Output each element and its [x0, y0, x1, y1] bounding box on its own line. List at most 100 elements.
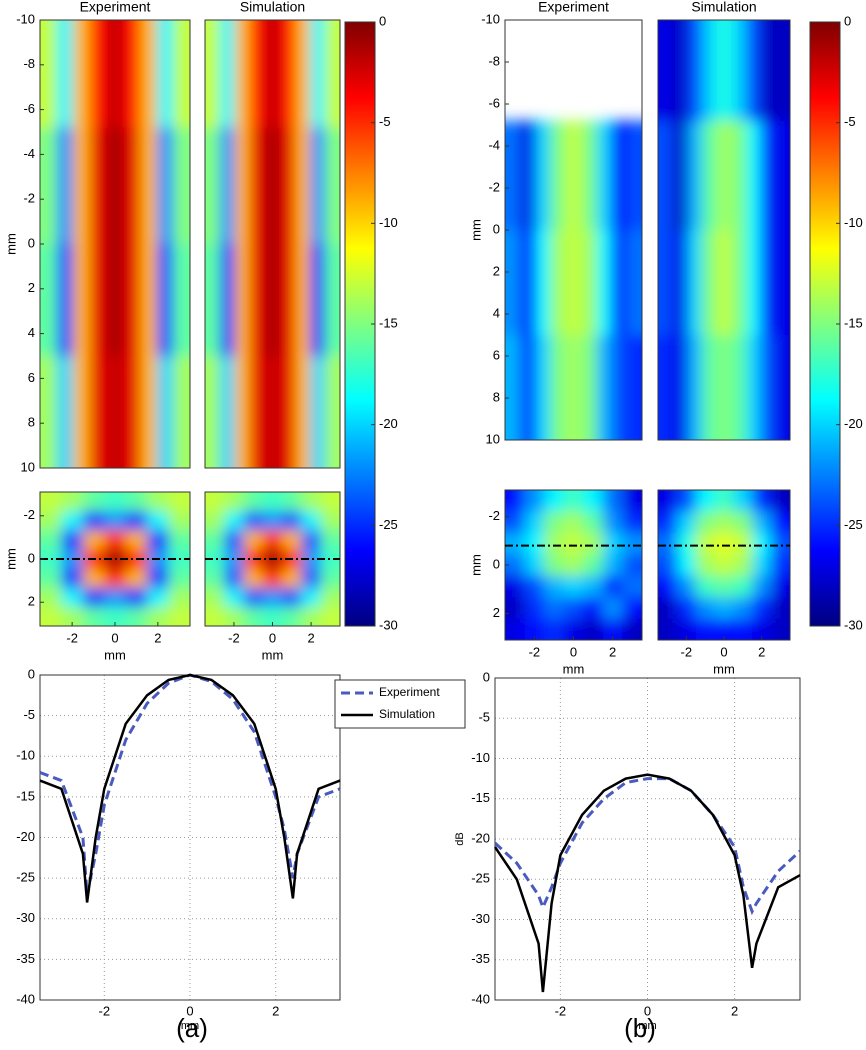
heatmap-cell — [714, 511, 734, 534]
heatmap-cell — [173, 127, 190, 245]
heatmap-cell — [565, 335, 582, 440]
heatmap-cell — [520, 230, 536, 336]
heatmap-cell — [301, 568, 322, 589]
heatmap-cell — [658, 335, 674, 440]
heatmap-cell — [752, 554, 772, 577]
heatmap-cell — [147, 587, 170, 608]
heatmap-cell — [702, 20, 718, 122]
heatmap-cell — [676, 511, 697, 534]
heatmap-cell — [687, 120, 703, 231]
heatmap-cell — [602, 575, 623, 598]
heatmap-cell — [733, 511, 753, 534]
heatmap-cell — [581, 335, 597, 440]
heatmap-cell — [295, 127, 311, 245]
heatmap-cell — [104, 492, 127, 512]
heatmap-cell — [602, 532, 623, 555]
heatmap-cell — [544, 575, 565, 598]
heatmap-cell — [760, 120, 776, 231]
heatmap-cell — [40, 356, 58, 468]
heatmap-cell — [168, 587, 190, 608]
heatmap-cell — [658, 597, 678, 620]
y-tick-label: 6 — [28, 370, 35, 385]
heatmap-cell — [658, 20, 674, 122]
heatmap-cell — [658, 575, 678, 598]
heatmap-cell — [73, 127, 91, 245]
x-axis-label: mm — [563, 661, 585, 676]
heatmap-cell — [524, 597, 545, 620]
y-tick-label: 0 — [28, 235, 35, 250]
heatmap-cell — [626, 230, 642, 336]
heatmap-cell — [746, 20, 762, 122]
y-tick-label: 0 — [493, 221, 500, 236]
y-tick-label: -15 — [471, 790, 490, 805]
heatmap-cell — [282, 587, 302, 608]
legend-label: Experiment — [379, 685, 440, 699]
heatmap-cell — [775, 335, 790, 440]
heatmap-cell — [205, 587, 225, 608]
y-tick-label: 0 — [493, 556, 500, 571]
heatmap-cell — [658, 554, 678, 577]
heatmap-cell — [596, 120, 613, 231]
heatmap-image — [505, 120, 642, 440]
heatmap-cell — [280, 20, 296, 129]
heatmap-cell — [282, 511, 302, 531]
heatmap — [505, 490, 642, 640]
heatmap-cell — [104, 530, 127, 550]
heatmap-cell — [583, 532, 604, 555]
plot-frame — [657, 19, 791, 441]
heatmap-cell — [262, 606, 283, 626]
heatmap-cell — [320, 587, 340, 608]
heatmap-cell — [563, 511, 584, 534]
heatmap-cell — [125, 530, 148, 550]
y-tick-label: 0 — [28, 550, 35, 565]
heatmap-cell — [752, 511, 772, 534]
y-tick-label: 8 — [493, 389, 500, 404]
heatmap-cell — [243, 568, 264, 589]
heatmap-cell — [544, 597, 565, 620]
heatmap-image — [40, 492, 190, 626]
heatmap-cell — [205, 606, 225, 626]
heatmap-cell — [596, 230, 613, 336]
heatmap-cell — [752, 597, 772, 620]
heatmap-cell — [61, 606, 84, 626]
heatmap-cell — [125, 511, 148, 531]
heatmap-cell — [714, 532, 734, 555]
heatmap-cell — [220, 20, 236, 129]
panel-caption: (b) — [624, 1013, 656, 1043]
heatmap-cell — [626, 335, 642, 440]
heatmap-cell — [173, 244, 190, 357]
heatmap-cell — [733, 597, 753, 620]
heatmap-cell — [265, 356, 281, 468]
heatmap-cell — [90, 356, 108, 468]
heatmap-cell — [622, 511, 642, 534]
heatmap-cell — [544, 554, 565, 577]
heatmap-cell — [524, 532, 545, 555]
heatmap-cell — [235, 20, 251, 129]
colorbar-tick-label: -20 — [379, 416, 398, 431]
heatmap-cell — [544, 511, 565, 534]
y-tick-label: -30 — [16, 910, 35, 925]
heatmap-cell — [61, 511, 84, 531]
y-tick-label: 10 — [486, 431, 500, 446]
heatmap-cell — [82, 587, 105, 608]
heatmap-cell — [123, 20, 141, 129]
heatmap-cell — [235, 356, 251, 468]
heatmap-cell — [505, 490, 526, 512]
heatmap-cell — [524, 575, 545, 598]
heatmap-cell — [156, 356, 174, 468]
heatmap-cell — [760, 335, 776, 440]
heatmap-cell — [280, 127, 296, 245]
heatmap-cell — [104, 568, 127, 589]
heatmap-cell — [224, 511, 245, 531]
heatmap-cell — [505, 597, 526, 620]
y-tick-label: -5 — [23, 707, 35, 722]
heatmap-cell — [295, 244, 311, 357]
heatmap-cell — [583, 597, 604, 620]
heatmap-cell — [505, 230, 521, 336]
heatmap-cell — [56, 127, 74, 245]
heatmap-cell — [156, 20, 174, 129]
colorbar-tick-label: -10 — [379, 215, 398, 230]
y-tick-label: -6 — [488, 95, 500, 110]
heatmap-cell — [733, 490, 753, 512]
heatmap-cell — [173, 20, 190, 129]
